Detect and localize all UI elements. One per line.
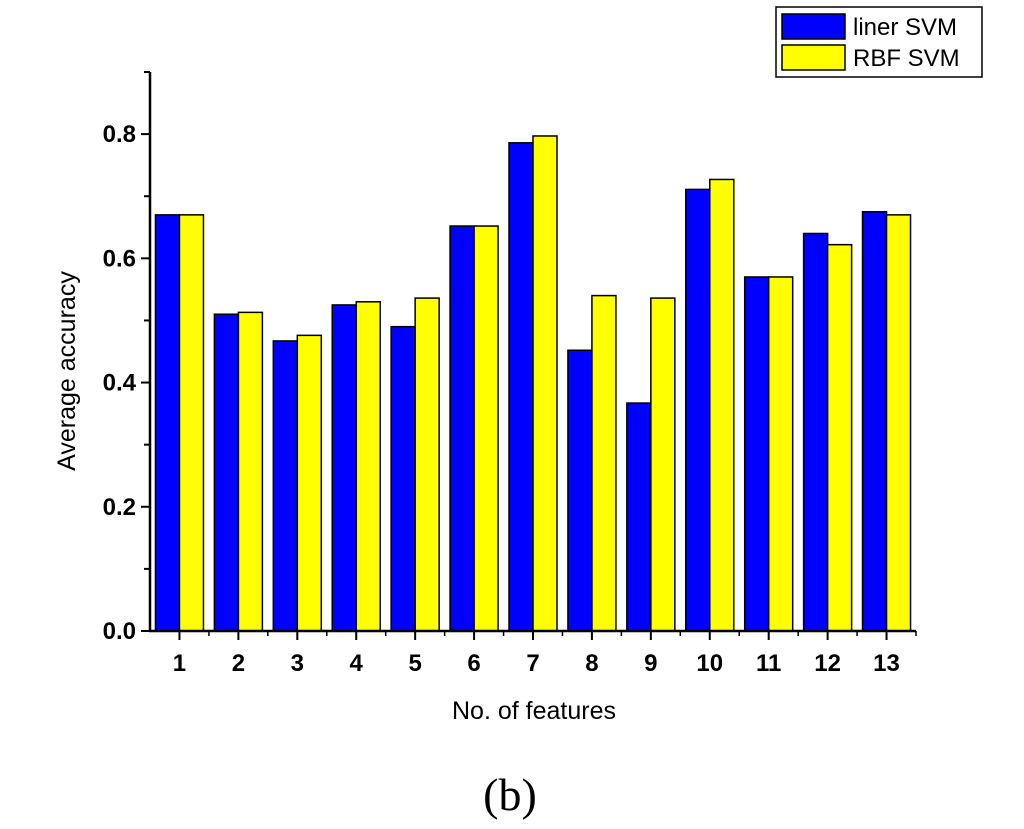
x-tick-label-1: 1 — [173, 650, 186, 677]
bar-liner-svm-13 — [861, 211, 888, 632]
bar-rbf-svm-12 — [826, 243, 853, 632]
x-tick-label-4: 4 — [350, 650, 364, 677]
bar-rbf-svm-11 — [767, 276, 794, 632]
legend-swatch-rbf-svm — [781, 44, 846, 71]
y-tick-label: 0.4 — [103, 370, 137, 397]
bar-rbf-svm-6 — [473, 225, 499, 632]
bar-rbf-svm-7 — [532, 135, 558, 632]
bar-rbf-svm-13 — [885, 214, 912, 632]
bar-rbf-svm-8 — [591, 294, 617, 632]
x-tick-label-9: 9 — [644, 650, 657, 677]
bar-liner-svm-1 — [154, 214, 181, 632]
bars-group — [154, 135, 912, 632]
bar-liner-svm-12 — [802, 232, 829, 632]
bar-rbf-svm-2 — [237, 311, 264, 632]
ticks-group: 0.00.20.40.60.81 2 3 4 5 6 7 8 9 10 11 12 13 — [103, 71, 917, 677]
legend-swatch-liner-svm — [781, 13, 846, 40]
y-tick-label: 0.8 — [103, 121, 136, 148]
bar-liner-svm-2 — [213, 313, 240, 632]
bar-liner-svm-9 — [626, 402, 652, 632]
y-tick-label: 0.0 — [103, 618, 136, 645]
bar-liner-svm-3 — [272, 340, 299, 632]
x-tick-label-13: 13 — [873, 650, 900, 677]
x-tick-label-7: 7 — [526, 650, 539, 677]
y-tick-label: 0.6 — [103, 245, 136, 272]
x-tick-label-10: 10 — [696, 650, 723, 677]
x-tick-label-11: 11 — [756, 650, 781, 677]
y-tick-label: 0.2 — [103, 494, 136, 521]
x-tick-label-2: 2 — [232, 650, 245, 677]
bar-liner-svm-6 — [449, 225, 475, 632]
bar-rbf-svm-1 — [178, 214, 205, 632]
bar-liner-svm-10 — [685, 188, 711, 632]
bar-rbf-svm-9 — [650, 297, 676, 632]
bar-rbf-svm-4 — [355, 301, 381, 632]
y-axis-title: Average accuracy — [53, 271, 81, 471]
bar-rbf-svm-3 — [296, 334, 323, 632]
bar-rbf-svm-5 — [414, 297, 440, 632]
bar-liner-svm-5 — [390, 325, 416, 632]
x-tick-label-8: 8 — [585, 650, 598, 677]
x-tick-label-5: 5 — [408, 650, 421, 677]
bar-liner-svm-11 — [743, 276, 770, 632]
x-tick-label-6: 6 — [467, 650, 480, 677]
x-tick-label-3: 3 — [291, 650, 304, 677]
bar-liner-svm-4 — [331, 304, 357, 632]
x-axis-title: No. of features — [452, 697, 616, 725]
x-tick-label-12: 12 — [814, 650, 841, 677]
bar-rbf-svm-10 — [709, 178, 735, 632]
legend: liner SVM RBF SVM — [775, 6, 983, 78]
bar-liner-svm-7 — [508, 142, 534, 632]
legend-label-rbf-svm: RBF SVM — [853, 45, 960, 72]
bar-liner-svm-8 — [567, 349, 593, 632]
legend-label-liner-svm: liner SVM — [853, 14, 957, 41]
figure-caption: (b) — [483, 769, 537, 820]
